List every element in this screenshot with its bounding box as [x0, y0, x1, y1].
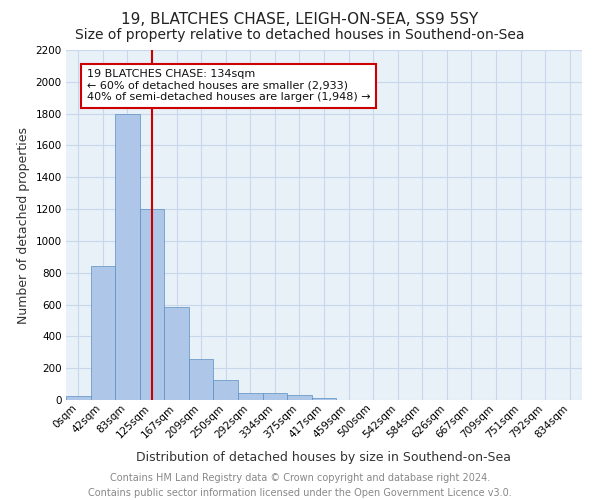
Bar	[214, 380, 238, 400]
Bar	[287, 395, 312, 400]
Text: 19 BLATCHES CHASE: 134sqm
← 60% of detached houses are smaller (2,933)
40% of se: 19 BLATCHES CHASE: 134sqm ← 60% of detac…	[87, 69, 371, 102]
Bar	[115, 114, 140, 400]
Bar	[66, 396, 91, 400]
Bar	[263, 393, 287, 400]
X-axis label: Distribution of detached houses by size in Southend-on-Sea: Distribution of detached houses by size …	[137, 450, 511, 464]
Bar	[140, 209, 164, 400]
Bar	[189, 360, 214, 400]
Bar	[164, 307, 189, 400]
Bar	[238, 393, 263, 400]
Bar	[312, 398, 336, 400]
Text: Contains HM Land Registry data © Crown copyright and database right 2024.
Contai: Contains HM Land Registry data © Crown c…	[88, 472, 512, 498]
Text: Size of property relative to detached houses in Southend-on-Sea: Size of property relative to detached ho…	[75, 28, 525, 42]
Y-axis label: Number of detached properties: Number of detached properties	[17, 126, 30, 324]
Bar	[91, 266, 115, 400]
Text: 19, BLATCHES CHASE, LEIGH-ON-SEA, SS9 5SY: 19, BLATCHES CHASE, LEIGH-ON-SEA, SS9 5S…	[121, 12, 479, 28]
